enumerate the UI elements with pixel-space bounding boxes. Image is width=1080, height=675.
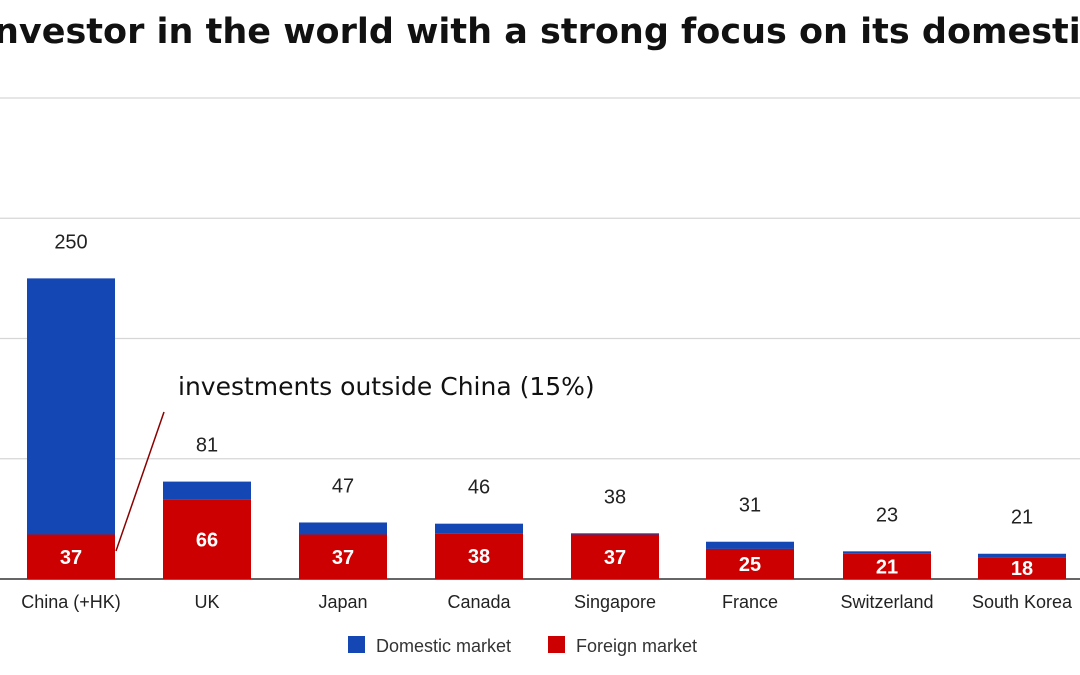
data-label-foreign: 21 xyxy=(876,556,898,578)
data-label-total: 31 xyxy=(739,495,761,517)
data-label-total: 38 xyxy=(604,486,626,508)
bar-foreign xyxy=(27,534,115,579)
data-label-foreign: 37 xyxy=(60,547,82,569)
x-tick-label: France xyxy=(722,592,778,612)
legend-label: Foreign market xyxy=(576,636,697,656)
data-label-total: 250 xyxy=(54,231,87,253)
bar-domestic xyxy=(706,541,794,549)
data-label-total: 47 xyxy=(332,475,354,497)
data-label-foreign: 38 xyxy=(468,546,490,568)
x-tick-label: UK xyxy=(194,592,219,612)
annotation: investments outside China (15%) xyxy=(115,372,595,552)
data-label-foreign: 66 xyxy=(196,529,218,551)
annotation-text: investments outside China (15%) xyxy=(178,372,595,401)
bar-foreign xyxy=(843,553,931,579)
bars xyxy=(27,278,1066,579)
legend-swatch xyxy=(348,636,365,653)
labels: 37 250 China (+HK) 66 81 UK 37 47 Japan 38 46 Canad… xyxy=(21,231,1073,612)
bar-foreign xyxy=(571,534,659,579)
x-tick-label: Canada xyxy=(447,592,511,612)
data-label-foreign: 37 xyxy=(604,547,626,569)
bar-domestic xyxy=(571,533,659,535)
bar-domestic xyxy=(299,522,387,535)
data-label-total: 21 xyxy=(1011,507,1033,529)
gridlines xyxy=(0,97,1080,580)
bar-domestic xyxy=(163,481,251,500)
x-tick-label: Singapore xyxy=(574,592,656,612)
bar-foreign xyxy=(299,534,387,579)
data-label-foreign: 25 xyxy=(739,554,761,576)
data-label-foreign: 18 xyxy=(1011,558,1033,580)
legend-swatch xyxy=(548,636,565,653)
bar-domestic xyxy=(978,553,1066,558)
data-label-total: 23 xyxy=(876,504,898,526)
bar-domestic xyxy=(435,523,523,534)
data-label-foreign: 37 xyxy=(332,547,354,569)
bar-foreign xyxy=(163,499,251,579)
legend-label: Domestic market xyxy=(376,636,511,656)
bar-domestic xyxy=(843,551,931,554)
chart-title: investor in the world with a strong focu… xyxy=(0,12,1080,52)
bar-foreign xyxy=(435,533,523,579)
annotation-leader-line xyxy=(115,411,165,552)
bar-foreign xyxy=(706,548,794,579)
legend: Domestic market Foreign market xyxy=(348,636,697,656)
data-label-total: 81 xyxy=(196,435,218,457)
x-tick-label: China (+HK) xyxy=(21,592,121,612)
x-tick-label: South Korea xyxy=(972,592,1073,612)
x-tick-label: Switzerland xyxy=(840,592,933,612)
x-tick-label: Japan xyxy=(318,592,367,612)
bar-foreign xyxy=(978,557,1066,579)
data-label-total: 46 xyxy=(468,477,490,499)
bar-domestic xyxy=(27,278,115,535)
